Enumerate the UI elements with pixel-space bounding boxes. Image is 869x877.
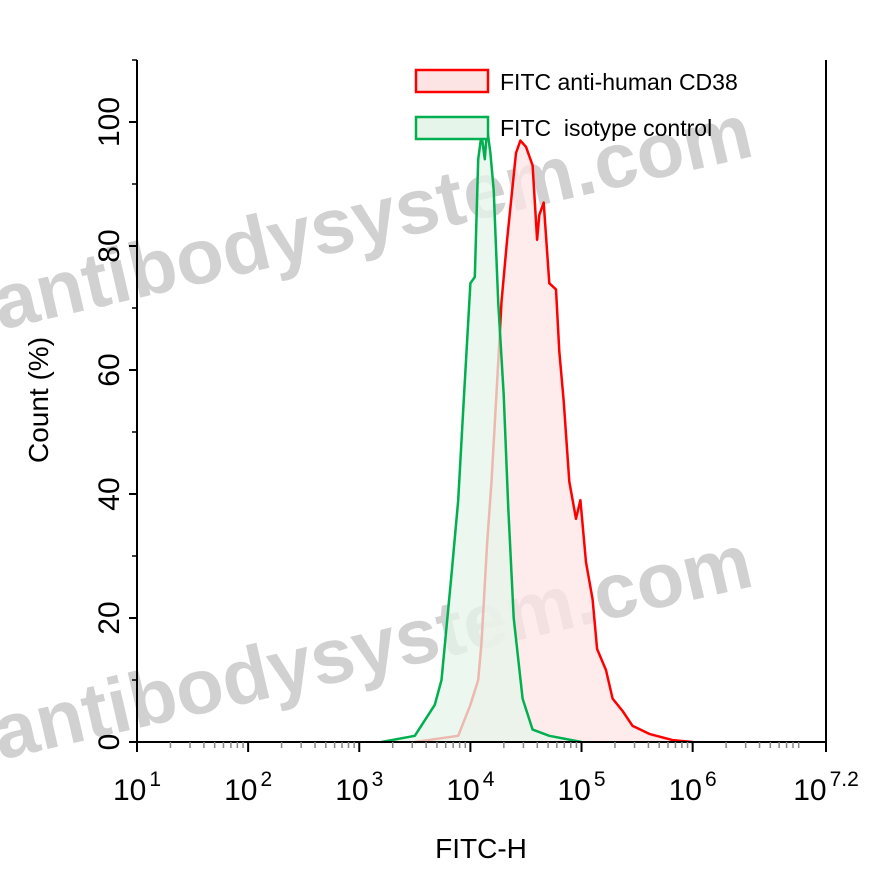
y-tick-label: 100 (93, 97, 126, 147)
x-axis-label: FITC-H (435, 833, 527, 864)
y-tick-label: 0 (93, 734, 126, 751)
series-line-1 (381, 126, 582, 744)
x-tick-label: 10 4 (446, 768, 494, 807)
series-layer (381, 126, 693, 744)
y-tick-label: 80 (93, 229, 126, 262)
series-fill-1 (381, 128, 582, 742)
series-fill-0 (414, 140, 693, 743)
y-tick-label: 40 (93, 477, 126, 510)
legend-swatch-cd38 (414, 68, 490, 94)
legend-swatch-isotype (414, 115, 490, 141)
legend-label-cd38: FITC anti-human CD38 (500, 69, 738, 95)
x-tick-label: 10 1 (113, 768, 161, 807)
x-tick-label: 10 7.2 (793, 768, 859, 807)
axes: 0 20 40 60 80 100 10 1 10 2 10 3 10 4 10 5 10 6 10 7.2 (93, 59, 859, 807)
legend-label-isotype: FITC isotype control (500, 115, 712, 141)
x-tick-label: 10 6 (669, 768, 717, 807)
y-tick-label: 20 (93, 601, 126, 634)
legend: FITC anti-human CD38 FITC isotype contro… (414, 68, 738, 141)
y-tick-label: 60 (93, 353, 126, 386)
y-axis-label: Count (%) (23, 337, 54, 463)
x-tick-label: 10 3 (335, 768, 383, 807)
x-tick-label: 10 5 (557, 768, 605, 807)
x-tick-label: 10 2 (224, 768, 272, 807)
